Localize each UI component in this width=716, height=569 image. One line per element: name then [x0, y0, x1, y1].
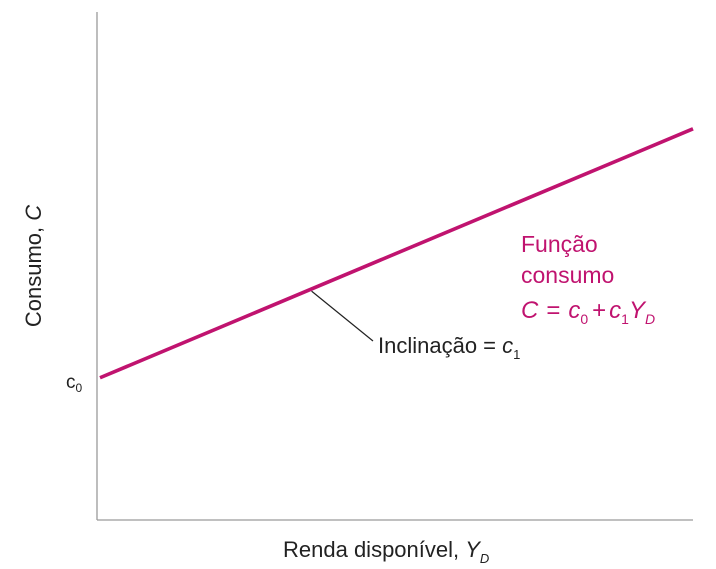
slope-label: Inclinação = c1 — [378, 333, 520, 362]
curve-label-line1: Função — [521, 231, 598, 257]
consumption-line — [99, 127, 694, 380]
y-intercept-label: c0 — [66, 372, 83, 395]
x-axis-label: Renda disponível, YD — [283, 537, 489, 566]
slope-pointer-line — [311, 290, 374, 342]
curve-label: Função consumo C = c0 + c1YD — [521, 231, 655, 327]
y-axis-label: Consumo, C — [21, 205, 46, 327]
curve-label-line2: consumo — [521, 262, 614, 288]
curve-equation: C = c0 + c1YD — [521, 297, 655, 327]
